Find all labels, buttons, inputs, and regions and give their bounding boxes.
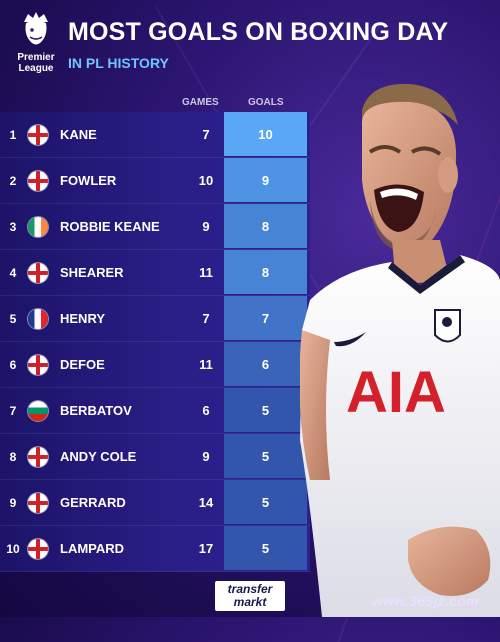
ireland-flag-icon — [28, 216, 48, 237]
games-value: 10 — [198, 173, 214, 188]
lion-crest-icon — [24, 12, 48, 45]
player-name: FOWLER — [60, 173, 117, 188]
rank: 4 — [9, 265, 17, 280]
england-flag-icon — [28, 538, 48, 559]
games-value: 7 — [202, 127, 210, 142]
rank: 8 — [9, 449, 17, 464]
games-column-header: GAMES — [182, 97, 219, 108]
table-row: 5 HENRY 7 7 — [0, 296, 310, 342]
rank: 10 — [6, 541, 20, 556]
england-flag-icon — [28, 354, 48, 375]
goals-value: 7 — [224, 296, 307, 340]
games-value: 7 — [202, 311, 210, 326]
goals-value: 5 — [224, 526, 307, 570]
jersey-sponsor: AIA — [346, 360, 446, 425]
page-title: MOST GOALS ON BOXING DAY — [68, 18, 449, 46]
england-flag-icon — [28, 446, 48, 467]
table-row: 6 DEFOE 11 6 — [0, 342, 310, 388]
table-row: 10 LAMPARD 17 5 — [0, 526, 310, 572]
player-name: GERRARD — [60, 495, 126, 510]
goals-value: 10 — [224, 112, 307, 156]
player-name: HENRY — [60, 311, 106, 326]
goals-value: 6 — [224, 342, 307, 386]
rank: 5 — [9, 311, 17, 326]
rank: 2 — [9, 173, 17, 188]
england-flag-icon — [28, 124, 48, 145]
logo-line-2: League — [18, 63, 54, 74]
player-name: KANE — [60, 127, 97, 142]
player-name: ROBBIE KEANE — [60, 219, 160, 234]
england-flag-icon — [28, 262, 48, 283]
goals-value: 5 — [224, 388, 307, 432]
bulgaria-flag-icon — [28, 400, 48, 421]
player-name: BERBATOV — [60, 403, 132, 418]
goals-value: 8 — [224, 250, 307, 294]
table-row: 3 ROBBIE KEANE 9 8 — [0, 204, 310, 250]
premier-league-logo: Premier League — [10, 8, 62, 88]
tm-line-2: markt — [233, 595, 267, 609]
player-name: DEFOE — [60, 357, 105, 372]
games-value: 14 — [198, 495, 214, 510]
player-image: AIA — [300, 83, 500, 617]
games-value: 6 — [202, 403, 210, 418]
table-row: 7 BERBATOV 6 5 — [0, 388, 310, 434]
england-flag-icon — [28, 170, 48, 191]
rank: 3 — [9, 219, 17, 234]
rank: 9 — [9, 495, 17, 510]
goals-value: 9 — [224, 158, 307, 202]
player-name: SHEARER — [60, 265, 124, 280]
goals-value: 5 — [224, 434, 307, 478]
page-subtitle: IN PL HISTORY — [68, 55, 169, 71]
goals-value: 8 — [224, 204, 307, 248]
england-flag-icon — [28, 492, 48, 513]
watermark: www.365jz.com — [372, 593, 479, 609]
player-name: ANDY COLE — [60, 449, 137, 464]
france-flag-icon — [28, 308, 48, 329]
table-row: 4 SHEARER 11 8 — [0, 250, 310, 296]
games-value: 17 — [198, 541, 214, 556]
rank: 1 — [9, 127, 17, 142]
tm-line-1: transfer — [227, 582, 273, 596]
transfermarkt-logo: transfer markt — [215, 581, 285, 611]
rank: 6 — [9, 357, 17, 372]
table-row: 8 ANDY COLE 9 5 — [0, 434, 310, 480]
games-value: 9 — [202, 219, 210, 234]
rank: 7 — [9, 403, 17, 418]
table-row: 9 GERRARD 14 5 — [0, 480, 310, 526]
games-value: 9 — [202, 449, 210, 464]
table-row: 1 KANE 7 10 — [0, 112, 310, 158]
player-name: LAMPARD — [60, 541, 125, 556]
games-value: 11 — [199, 265, 213, 280]
logo-line-1: Premier — [17, 52, 55, 63]
goals-column-header: GOALS — [248, 97, 284, 108]
goals-value: 5 — [224, 480, 307, 524]
table-row: 2 FOWLER 10 9 — [0, 158, 310, 204]
games-value: 11 — [199, 357, 213, 372]
stats-table: 1 KANE 7 10 2 FOWLER 10 9 3 ROBBIE KEANE 9 8 4 SHEARE… — [0, 112, 310, 572]
